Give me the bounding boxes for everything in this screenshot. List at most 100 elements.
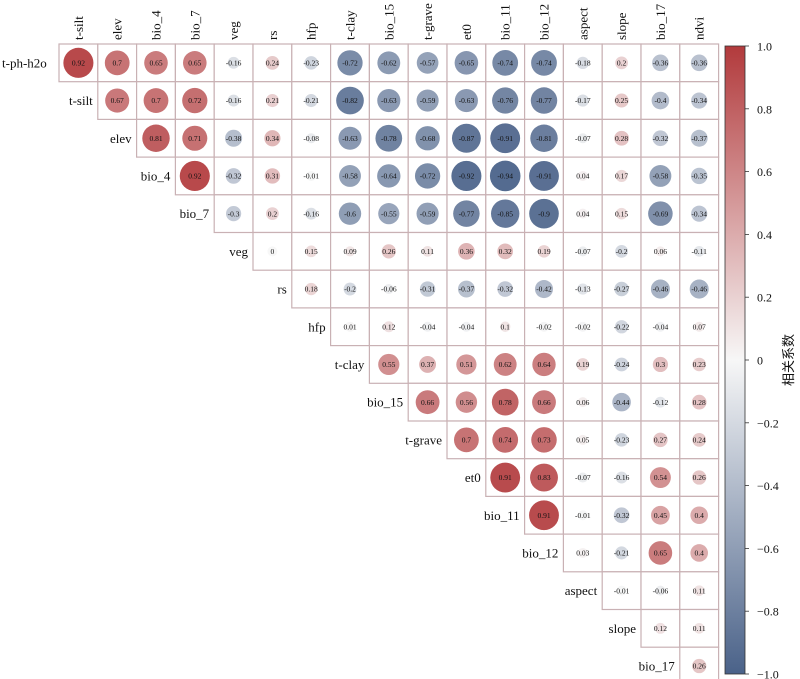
matrix-cell bbox=[640, 608, 681, 648]
correlation-value: -0.37 bbox=[459, 285, 475, 294]
correlation-value: -0.85 bbox=[497, 209, 513, 218]
correlation-value: -0.08 bbox=[303, 134, 319, 143]
correlation-value: -0.04 bbox=[459, 322, 475, 331]
correlation-value: 0.18 bbox=[305, 285, 318, 294]
colorbar-ticks: 1.0 0.8 0.6 0.4 0.2 0 −0.2 −0.4 −0.6 −0.8 −1.0 bbox=[745, 40, 779, 679]
correlation-circle bbox=[377, 164, 401, 188]
correlation-circle bbox=[489, 160, 521, 192]
correlation-value: 0.19 bbox=[537, 247, 550, 256]
correlation-circle bbox=[655, 246, 666, 257]
correlation-circle bbox=[144, 51, 168, 75]
correlation-value: 0.72 bbox=[188, 96, 201, 105]
correlation-circle bbox=[614, 93, 629, 108]
correlation-value: -0.3 bbox=[228, 209, 240, 218]
correlation-value: -0.27 bbox=[614, 285, 630, 294]
column-label-bio_12: bio_12 bbox=[537, 4, 552, 40]
correlation-circle bbox=[227, 94, 240, 107]
correlation-value: 0.56 bbox=[460, 398, 473, 407]
correlation-circle bbox=[651, 505, 670, 525]
correlation-value: 0.91 bbox=[537, 511, 550, 520]
correlation-value: 0.45 bbox=[654, 511, 667, 520]
correlation-value: 0.74 bbox=[499, 435, 512, 444]
correlation-value: 0.04 bbox=[576, 172, 589, 181]
correlation-circle bbox=[492, 49, 519, 76]
colorbar-tick-label: −0.6 bbox=[757, 542, 779, 556]
correlation-circle bbox=[490, 123, 521, 154]
correlation-circle bbox=[577, 321, 588, 332]
correlation-value: 0.15 bbox=[305, 247, 318, 256]
correlation-value: 0.05 bbox=[576, 435, 589, 444]
correlation-circle bbox=[649, 467, 671, 489]
correlation-circle bbox=[653, 432, 668, 448]
correlation-value: 0.01 bbox=[343, 322, 356, 331]
correlation-circle bbox=[457, 280, 475, 298]
correlation-circle bbox=[693, 623, 705, 634]
correlation-value: 0.78 bbox=[499, 398, 512, 407]
correlation-value: -0.34 bbox=[691, 209, 707, 218]
correlation-circle bbox=[648, 201, 673, 226]
correlation-circle bbox=[454, 88, 478, 113]
correlation-value: 0.1 bbox=[501, 322, 511, 331]
correlation-value: 0.36 bbox=[460, 247, 473, 256]
correlation-circle bbox=[615, 169, 628, 182]
column-label-bio_17: bio_17 bbox=[653, 3, 668, 40]
correlation-circle bbox=[461, 321, 472, 332]
correlation-circle bbox=[305, 245, 318, 258]
correlation-circles bbox=[63, 47, 709, 674]
correlation-circle bbox=[415, 390, 440, 415]
correlation-circle bbox=[63, 47, 94, 78]
correlation-circle bbox=[529, 500, 559, 531]
correlation-value: 0.65 bbox=[654, 549, 667, 558]
correlation-value: -0.74 bbox=[497, 58, 513, 67]
correlation-value: -0.01 bbox=[575, 511, 591, 520]
correlation-value: -0.94 bbox=[497, 172, 513, 181]
correlation-circle bbox=[378, 353, 400, 376]
correlation-circle bbox=[338, 202, 362, 225]
correlation-circle bbox=[655, 321, 666, 332]
correlation-value: -0.92 bbox=[459, 172, 475, 181]
correlation-value: -0.77 bbox=[459, 209, 475, 218]
correlation-circle bbox=[534, 280, 554, 299]
correlation-circle bbox=[530, 124, 558, 152]
correlation-value: -0.57 bbox=[420, 58, 436, 67]
correlation-circle bbox=[266, 207, 279, 221]
column-label-ndvi: ndvi bbox=[692, 17, 707, 41]
correlation-value: -0.59 bbox=[420, 209, 436, 218]
correlation-circle bbox=[381, 244, 396, 259]
correlation-circle bbox=[339, 164, 361, 187]
correlation-circle bbox=[419, 281, 436, 297]
correlation-value: -0.07 bbox=[575, 473, 591, 482]
row-label-bio_4: bio_4 bbox=[141, 168, 171, 183]
correlation-value: -0.01 bbox=[303, 172, 319, 181]
correlation-value: -0.16 bbox=[614, 473, 630, 482]
correlation-value: -0.59 bbox=[420, 96, 436, 105]
correlation-circle bbox=[529, 161, 559, 191]
correlation-circle bbox=[225, 168, 242, 184]
correlation-value: -0.32 bbox=[653, 134, 669, 143]
correlation-value: 0.28 bbox=[693, 398, 706, 407]
correlation-circle bbox=[539, 321, 549, 332]
correlation-circle bbox=[530, 87, 558, 114]
matrix-cell bbox=[562, 43, 603, 83]
correlation-value: 0.65 bbox=[188, 58, 201, 67]
column-label-elev: elev bbox=[110, 18, 125, 40]
column-label-rs: rs bbox=[265, 31, 280, 40]
correlation-circle bbox=[531, 427, 557, 453]
correlation-circle bbox=[614, 357, 629, 372]
colorbar-tick-label: 0.6 bbox=[757, 165, 772, 179]
correlation-value: -0.72 bbox=[420, 172, 436, 181]
column-label-t-grave: t-grave bbox=[420, 3, 435, 40]
correlation-circle bbox=[422, 321, 433, 332]
correlation-value: 0.3 bbox=[656, 360, 666, 369]
correlation-value: 0.92 bbox=[188, 172, 201, 181]
correlation-circle bbox=[649, 164, 672, 187]
correlation-circle bbox=[577, 246, 588, 257]
correlation-value: 0.09 bbox=[343, 247, 356, 256]
correlation-values: 0.92 0.7 0.65 0.65 -0.16 0.24 -0.23 -0.72 -0.62 -… bbox=[72, 58, 707, 670]
correlation-circle bbox=[614, 281, 629, 297]
correlation-value: -0.65 bbox=[459, 58, 475, 67]
correlation-circle bbox=[453, 200, 480, 227]
correlation-value: -0.91 bbox=[497, 134, 513, 143]
correlation-circle bbox=[415, 126, 440, 151]
